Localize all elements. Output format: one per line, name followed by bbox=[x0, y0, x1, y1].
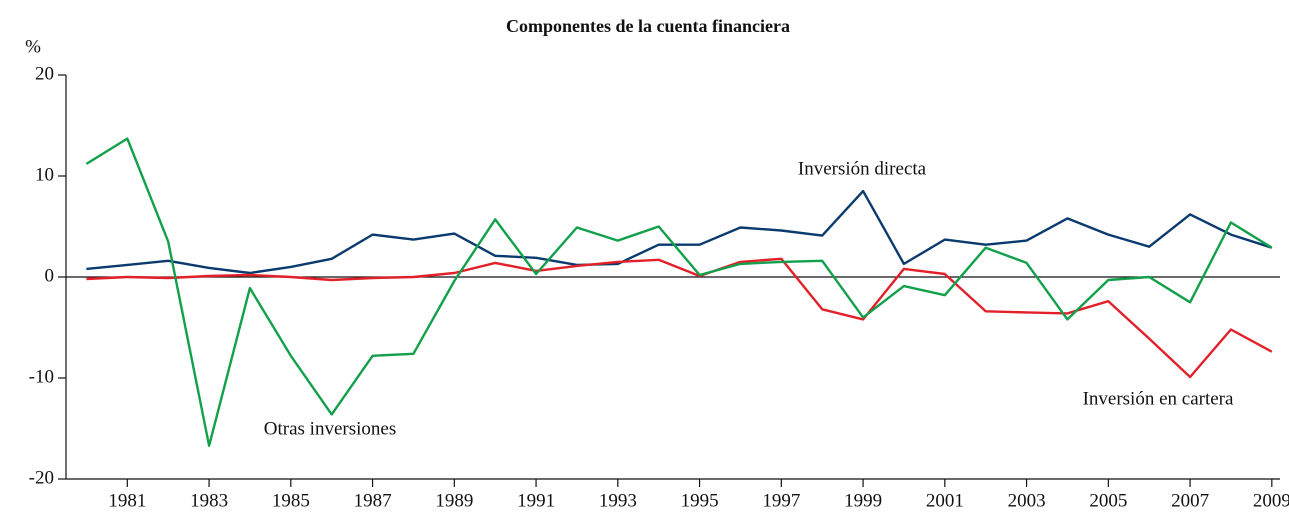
x-tick-label: 1999 bbox=[844, 490, 882, 511]
y-tick-label: 0 bbox=[45, 265, 55, 286]
x-tick-label: 2005 bbox=[1089, 490, 1127, 511]
x-tick-label: 1987 bbox=[354, 490, 392, 511]
x-tick-label: 1985 bbox=[272, 490, 310, 511]
x-tick-label: 1981 bbox=[108, 490, 146, 511]
chart-title: Componentes de la cuenta financiera bbox=[506, 16, 790, 36]
x-tick-label: 1993 bbox=[599, 490, 637, 511]
line-series bbox=[85, 137, 1273, 447]
x-tick-label: 2001 bbox=[926, 490, 964, 511]
x-tick-label: 2009 bbox=[1253, 490, 1289, 511]
series-label: Otras inversiones bbox=[264, 418, 396, 439]
x-tick-label: 1989 bbox=[435, 490, 473, 511]
x-tick-label: 1995 bbox=[681, 490, 719, 511]
x-tick-label: 1991 bbox=[517, 490, 555, 511]
y-axis-label: % bbox=[25, 36, 41, 57]
x-tick-label: 1983 bbox=[190, 490, 228, 511]
y-tick-label: -20 bbox=[29, 467, 54, 488]
x-tick-label: 2007 bbox=[1171, 490, 1209, 511]
y-tick-label: 20 bbox=[35, 63, 54, 84]
line-series bbox=[86, 189, 1273, 275]
y-tick-label: -10 bbox=[29, 366, 54, 387]
x-tick-label: 2003 bbox=[1008, 490, 1046, 511]
series-label: Inversión en cartera bbox=[1083, 388, 1234, 409]
y-tick-label: 10 bbox=[35, 164, 54, 185]
x-tick-label: 1997 bbox=[762, 490, 800, 511]
series-label: Inversión directa bbox=[798, 158, 927, 179]
